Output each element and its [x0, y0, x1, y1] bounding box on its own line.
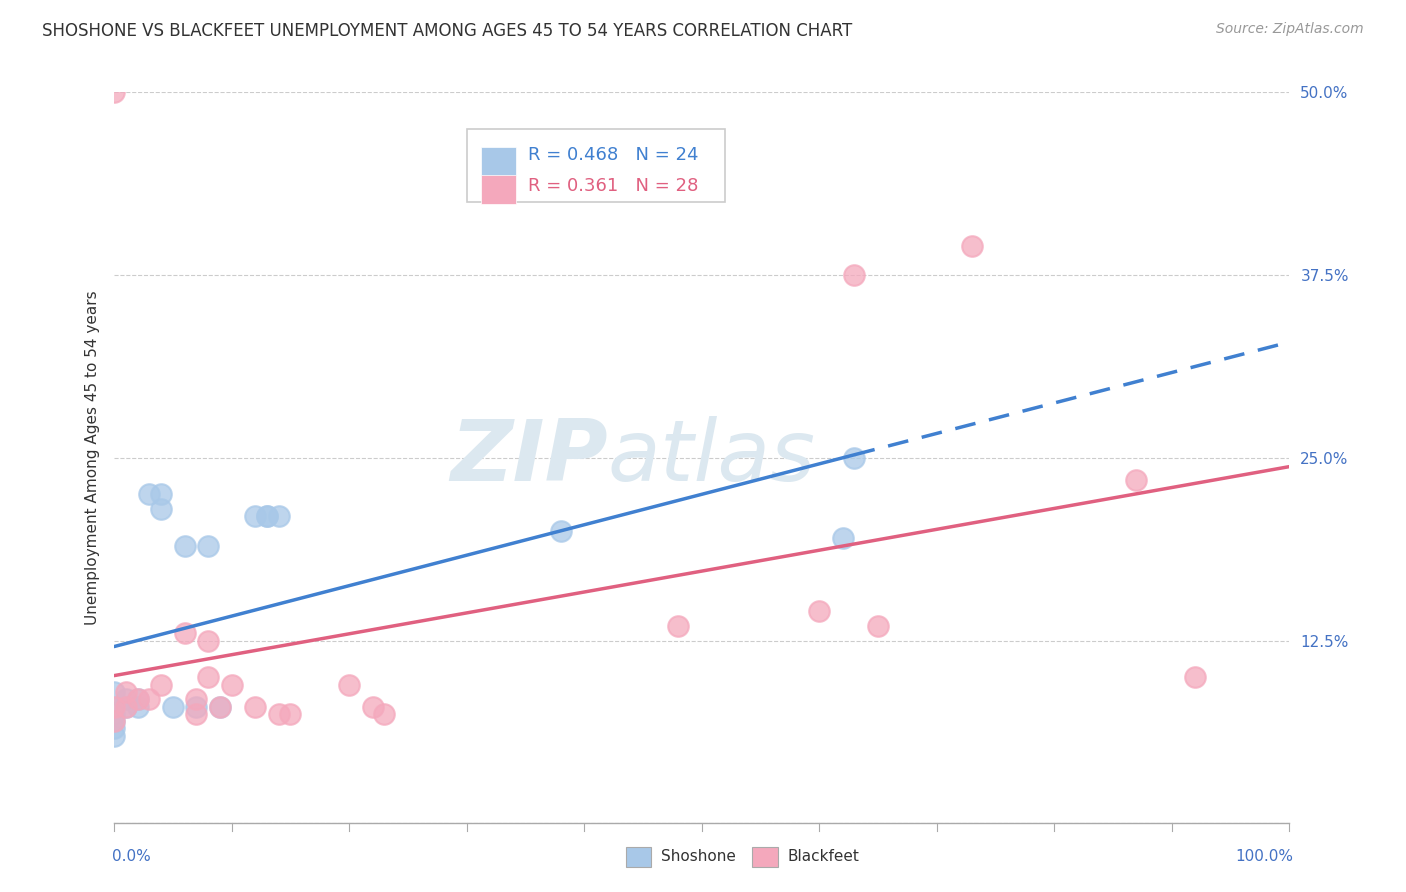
- Text: R = 0.468   N = 24: R = 0.468 N = 24: [527, 145, 699, 163]
- Text: Shoshone: Shoshone: [661, 849, 735, 863]
- Point: [866, 619, 889, 633]
- Point: [221, 677, 243, 691]
- Point: [1184, 670, 1206, 684]
- Point: [162, 699, 184, 714]
- Text: atlas: atlas: [607, 417, 815, 500]
- Point: [361, 699, 384, 714]
- Point: [808, 604, 831, 618]
- Point: [267, 509, 290, 524]
- Point: [115, 685, 138, 699]
- Point: [960, 239, 983, 253]
- Text: Source: ZipAtlas.com: Source: ZipAtlas.com: [1216, 22, 1364, 37]
- Point: [173, 539, 195, 553]
- FancyBboxPatch shape: [467, 129, 725, 202]
- Point: [127, 699, 149, 714]
- Point: [844, 268, 866, 282]
- Point: [150, 487, 173, 501]
- Point: [186, 699, 208, 714]
- Point: [115, 692, 138, 706]
- Point: [138, 487, 160, 501]
- Point: [256, 509, 278, 524]
- Point: [197, 539, 219, 553]
- Point: [103, 729, 125, 743]
- Point: [115, 699, 138, 714]
- Point: [550, 524, 572, 538]
- Point: [831, 532, 853, 546]
- Point: [186, 692, 208, 706]
- Bar: [481, 175, 516, 204]
- Point: [103, 706, 125, 721]
- Point: [197, 633, 219, 648]
- Point: [186, 706, 208, 721]
- Point: [115, 699, 138, 714]
- Text: 0.0%: 0.0%: [112, 849, 152, 863]
- Point: [103, 86, 125, 100]
- Point: [337, 677, 360, 691]
- Text: 100.0%: 100.0%: [1236, 849, 1294, 863]
- Point: [208, 699, 231, 714]
- Point: [173, 626, 195, 640]
- Point: [127, 692, 149, 706]
- Point: [150, 502, 173, 516]
- Point: [103, 714, 125, 728]
- Point: [103, 722, 125, 736]
- Point: [197, 670, 219, 684]
- Point: [267, 706, 290, 721]
- Point: [103, 699, 125, 714]
- Text: ZIP: ZIP: [450, 417, 607, 500]
- Text: R = 0.361   N = 28: R = 0.361 N = 28: [527, 177, 699, 195]
- Point: [245, 699, 267, 714]
- Point: [256, 509, 278, 524]
- Point: [208, 699, 231, 714]
- Y-axis label: Unemployment Among Ages 45 to 54 years: Unemployment Among Ages 45 to 54 years: [86, 291, 100, 625]
- Point: [280, 706, 302, 721]
- Text: SHOSHONE VS BLACKFEET UNEMPLOYMENT AMONG AGES 45 TO 54 YEARS CORRELATION CHART: SHOSHONE VS BLACKFEET UNEMPLOYMENT AMONG…: [42, 22, 852, 40]
- Point: [373, 706, 395, 721]
- Point: [127, 692, 149, 706]
- Point: [103, 685, 125, 699]
- Point: [666, 619, 689, 633]
- Point: [1125, 473, 1147, 487]
- Point: [150, 677, 173, 691]
- Bar: [481, 147, 516, 177]
- Point: [138, 692, 160, 706]
- Point: [844, 450, 866, 465]
- Text: Blackfeet: Blackfeet: [787, 849, 859, 863]
- Point: [103, 714, 125, 728]
- Point: [245, 509, 267, 524]
